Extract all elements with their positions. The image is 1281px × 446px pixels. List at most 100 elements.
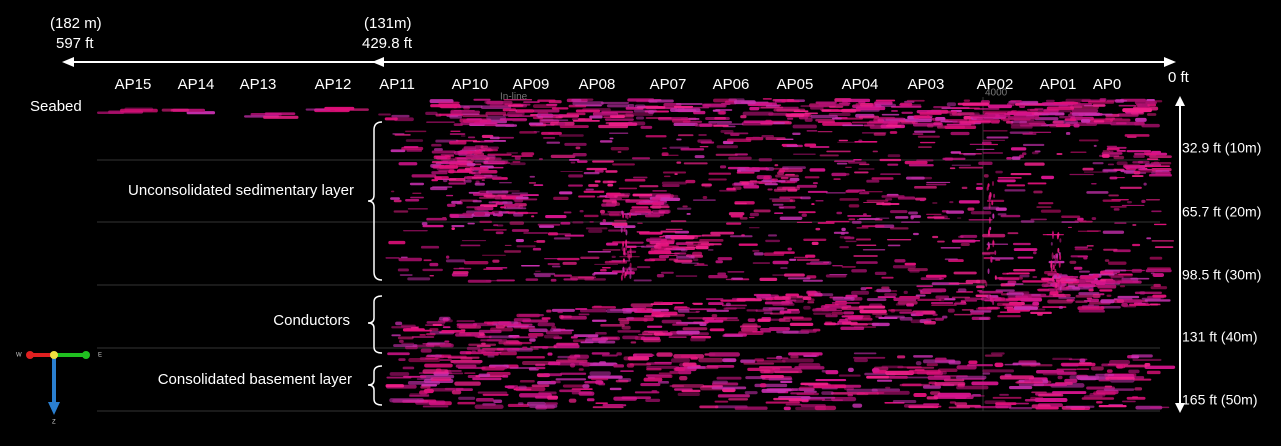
reflection: [999, 311, 1021, 313]
reflection: [997, 315, 1021, 318]
reflection: [480, 339, 508, 342]
reflection: [629, 266, 632, 273]
reflection: [701, 234, 721, 237]
reflection: [643, 377, 663, 382]
reflection: [545, 215, 567, 219]
reflection: [611, 255, 616, 259]
reflection: [1119, 285, 1126, 288]
reflection: [1069, 260, 1077, 264]
reflection: [519, 131, 538, 134]
reflection: [765, 239, 781, 243]
reflection: [398, 257, 423, 262]
reflection: [662, 302, 684, 304]
reflection: [979, 290, 1003, 294]
reflection: [1144, 365, 1176, 369]
reflection: [982, 139, 1006, 141]
reflection: [1079, 377, 1097, 381]
reflection: [956, 365, 977, 370]
station-label: AP01: [1040, 76, 1077, 93]
reflection: [853, 358, 868, 363]
reflection: [1070, 255, 1088, 258]
reflection: [926, 213, 942, 215]
reflection: [1097, 284, 1117, 289]
reflection: [1010, 123, 1042, 126]
reflection: [477, 391, 508, 394]
reflection: [473, 212, 486, 216]
reflection: [537, 99, 556, 102]
reflection: [658, 254, 669, 259]
reflection: [186, 111, 216, 115]
reflection: [961, 186, 968, 189]
reflection: [1093, 391, 1116, 396]
reflection: [1031, 112, 1042, 115]
reflection: [961, 309, 974, 311]
reflection: [1086, 230, 1101, 232]
reflection: [1056, 110, 1072, 113]
reflection: [472, 377, 502, 381]
reflection: [445, 255, 450, 259]
reflection: [1007, 116, 1040, 120]
reflection: [975, 279, 987, 284]
reflection: [1005, 283, 1024, 285]
reflection: [626, 241, 644, 244]
reflection: [588, 229, 603, 233]
reflection: [786, 144, 799, 147]
reflection: [742, 111, 774, 116]
reflection: [845, 294, 858, 298]
reflection: [442, 178, 448, 183]
reflection: [790, 388, 815, 392]
reflection: [940, 247, 961, 249]
reflection: [848, 218, 856, 221]
reflection: [708, 172, 732, 175]
reflection: [1052, 120, 1064, 124]
reflection: [807, 190, 828, 193]
reflection: [420, 348, 432, 353]
reflection: [788, 309, 801, 314]
reflection: [775, 174, 799, 178]
reflection: [576, 160, 588, 163]
reflection: [651, 210, 670, 214]
reflection: [496, 214, 503, 217]
reflection: [732, 186, 742, 190]
reflection: [439, 343, 454, 348]
reflection: [887, 309, 912, 312]
reflection: [919, 291, 932, 294]
reflection: [835, 117, 863, 120]
reflection: [937, 368, 958, 373]
reflection: [769, 198, 791, 200]
reflection: [991, 200, 994, 206]
reflection: [725, 307, 746, 310]
reflection: [423, 259, 432, 262]
brace: [367, 365, 383, 406]
reflection: [743, 120, 773, 124]
reflection: [493, 224, 499, 227]
reflection: [645, 117, 672, 119]
reflection: [988, 216, 991, 224]
reflection: [676, 138, 682, 141]
reflection: [400, 256, 408, 259]
reflection: [553, 274, 572, 277]
reflection: [1116, 161, 1128, 166]
reflection: [451, 225, 465, 228]
reflection: [839, 198, 860, 201]
reflection: [901, 111, 914, 114]
reflection: [464, 260, 489, 265]
reflection: [788, 352, 823, 356]
reflection: [550, 278, 557, 282]
reflection: [451, 200, 462, 204]
reflection: [482, 254, 506, 256]
reflection: [675, 275, 698, 277]
reflection: [609, 387, 622, 391]
reflection: [969, 143, 985, 145]
reflection: [595, 332, 607, 335]
reflection: [1099, 98, 1107, 102]
reflection: [645, 135, 667, 138]
reflection: [467, 222, 475, 225]
reflection: [453, 105, 462, 109]
reflection: [1113, 249, 1131, 253]
reflection: [530, 114, 539, 117]
reflection: [904, 262, 917, 266]
reflection: [884, 315, 905, 319]
reflection: [1122, 400, 1136, 403]
